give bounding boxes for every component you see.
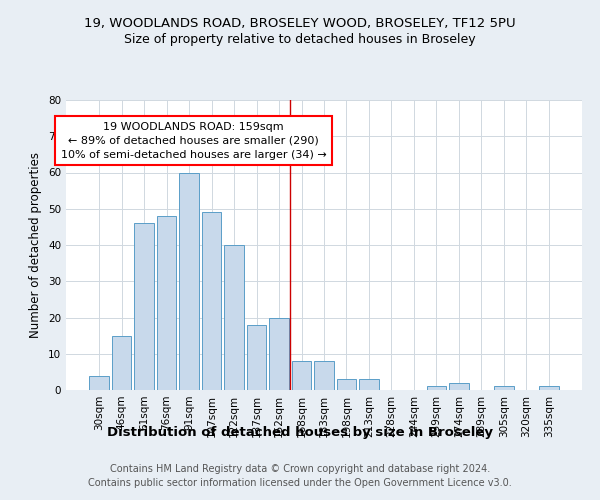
Y-axis label: Number of detached properties: Number of detached properties [29,152,43,338]
Bar [449,383,469,390]
Bar [427,386,446,390]
Bar [292,361,311,390]
Bar [359,379,379,390]
Bar [224,245,244,390]
Bar [134,223,154,390]
Bar [494,386,514,390]
Bar [247,325,266,390]
Text: 19, WOODLANDS ROAD, BROSELEY WOOD, BROSELEY, TF12 5PU: 19, WOODLANDS ROAD, BROSELEY WOOD, BROSE… [84,18,516,30]
Text: Distribution of detached houses by size in Broseley: Distribution of detached houses by size … [107,426,493,439]
Text: 19 WOODLANDS ROAD: 159sqm
← 89% of detached houses are smaller (290)
10% of semi: 19 WOODLANDS ROAD: 159sqm ← 89% of detac… [61,122,326,160]
Bar [202,212,221,390]
Bar [179,172,199,390]
Bar [314,361,334,390]
Bar [157,216,176,390]
Text: Size of property relative to detached houses in Broseley: Size of property relative to detached ho… [124,32,476,46]
Text: Contains HM Land Registry data © Crown copyright and database right 2024.
Contai: Contains HM Land Registry data © Crown c… [88,464,512,487]
Bar [112,336,131,390]
Bar [269,318,289,390]
Bar [337,379,356,390]
Bar [89,376,109,390]
Bar [539,386,559,390]
